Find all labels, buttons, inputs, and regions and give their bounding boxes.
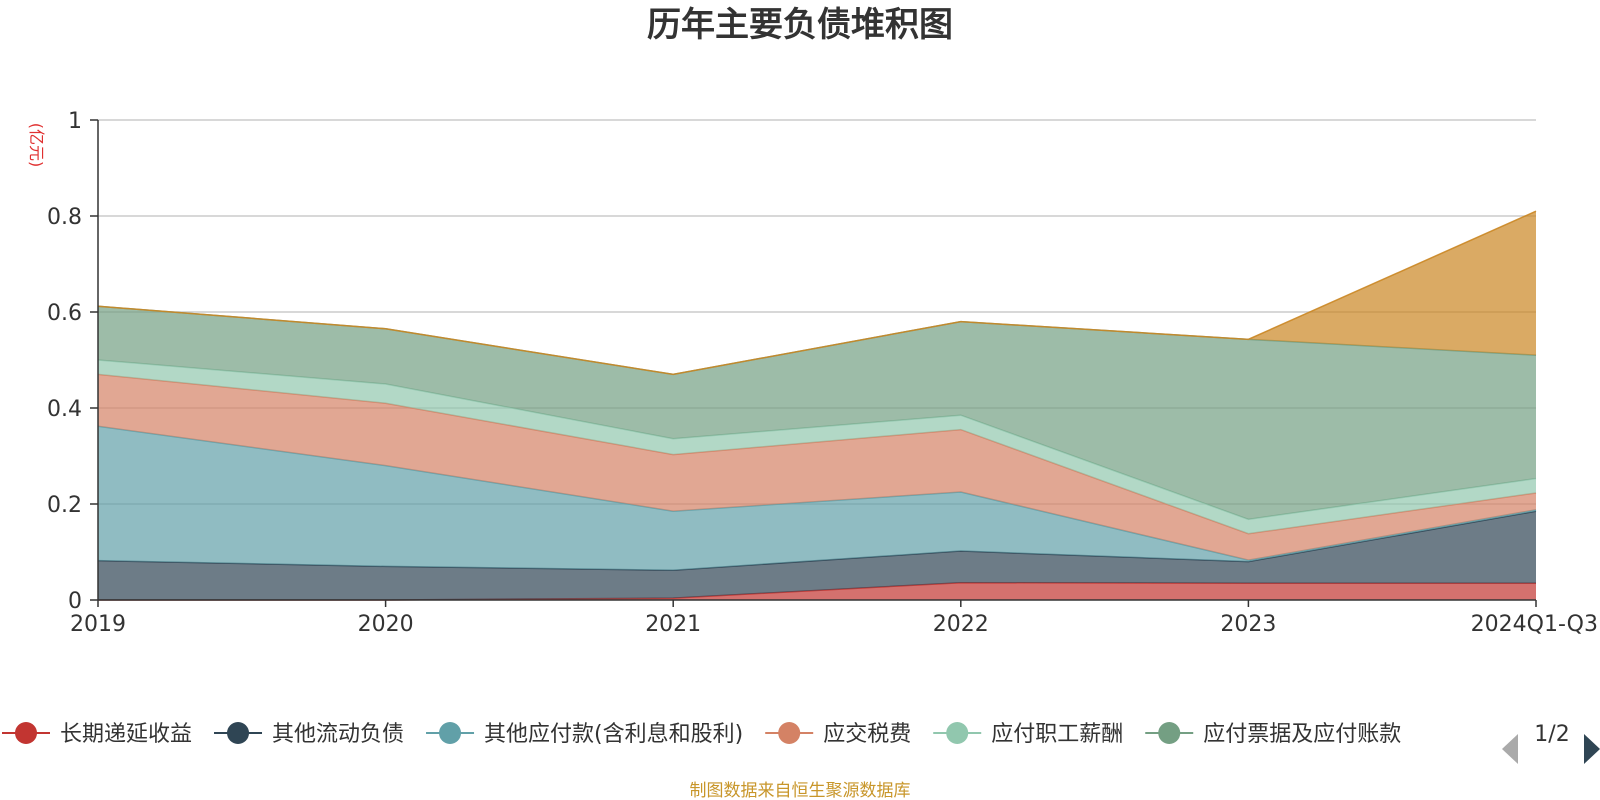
y-axis-unit-label: (亿元) — [27, 123, 46, 168]
legend-label: 其他流动负债 — [272, 722, 404, 747]
area-series-0[interactable] — [98, 582, 1536, 600]
legend-marker-icon — [946, 722, 969, 744]
legend-label: 其他应付款(含利息和股利) — [484, 722, 743, 747]
legend-marker-icon — [1158, 722, 1181, 744]
legend-label: 应付票据及应付账款 — [1203, 722, 1401, 747]
x-tick-label: 2019 — [70, 612, 126, 637]
area-series-line-6 — [97, 210, 1537, 376]
legend-label: 应交税费 — [823, 722, 911, 747]
legend-item-2[interactable]: 其他应付款(含利息和股利) — [426, 722, 743, 747]
area-series-2[interactable] — [98, 426, 1536, 571]
y-tick-label: 0.4 — [47, 397, 82, 422]
legend-marker-icon — [227, 722, 250, 744]
legend-label: 应付职工薪酬 — [991, 722, 1123, 747]
legend-marker-icon — [15, 722, 37, 744]
area-series-3[interactable] — [98, 374, 1536, 561]
legend-label: 长期递延收益 — [60, 722, 192, 747]
area-series-4[interactable] — [98, 360, 1536, 534]
legend[interactable]: 长期递延收益 其他流动负债 其他应付款(含利息和股利) 应交税费 应付职工薪酬 应付票据及… — [2, 722, 1401, 747]
x-tick-label: 2022 — [933, 612, 989, 637]
area-series-5[interactable] — [98, 306, 1536, 520]
y-tick-label: 1 — [68, 109, 82, 134]
y-tick-label: 0.8 — [47, 205, 82, 230]
x-tick-label: 2020 — [358, 612, 414, 637]
legend-item-3[interactable]: 应交税费 — [765, 722, 911, 747]
legend-item-0[interactable]: 长期递延收益 — [2, 722, 192, 747]
axes: 0 0.2 0.4 0.6 0.8 1 2019 2020 2021 2022 2023 2024Q1… — [47, 109, 1598, 637]
legend-item-5[interactable]: 应付票据及应付账款 — [1145, 722, 1401, 747]
legend-prev-page-icon[interactable] — [1502, 734, 1518, 764]
x-tick-label: 2021 — [645, 612, 701, 637]
y-tick-label: 0 — [68, 589, 82, 614]
area-series-1[interactable] — [98, 511, 1536, 600]
legend-next-page-icon[interactable] — [1584, 734, 1600, 764]
legend-page-indicator: 1/2 — [1534, 722, 1569, 747]
legend-item-1[interactable]: 其他流动负债 — [214, 722, 404, 747]
data-source-note: 制图数据来自恒生聚源数据库 — [690, 781, 911, 800]
chart-title: 历年主要负债堆积图 — [647, 5, 953, 45]
legend-marker-icon — [778, 722, 801, 744]
legend-marker-icon — [439, 722, 462, 744]
legend-item-4[interactable]: 应付职工薪酬 — [933, 722, 1123, 747]
area-series — [97, 210, 1537, 601]
legend-pager[interactable]: 1/2 — [1502, 722, 1600, 764]
y-tick-label: 0.2 — [47, 493, 82, 518]
x-tick-label: 2023 — [1220, 612, 1276, 637]
y-tick-label: 0.6 — [47, 301, 82, 326]
x-tick-label: 2024Q1-Q3 — [1471, 612, 1598, 637]
